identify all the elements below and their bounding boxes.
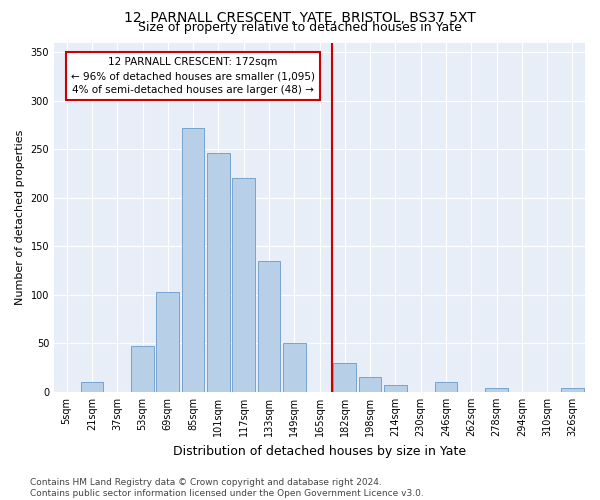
Y-axis label: Number of detached properties: Number of detached properties [15,130,25,305]
Text: 12 PARNALL CRESCENT: 172sqm
← 96% of detached houses are smaller (1,095)
4% of s: 12 PARNALL CRESCENT: 172sqm ← 96% of det… [71,57,315,95]
X-axis label: Distribution of detached houses by size in Yate: Distribution of detached houses by size … [173,444,466,458]
Bar [257,261,280,392]
Bar [384,385,407,392]
Bar [485,388,508,392]
Bar [131,346,154,392]
Bar [157,292,179,392]
Bar [182,128,205,392]
Bar [207,153,230,392]
Bar [434,382,457,392]
Bar [232,178,255,392]
Bar [561,388,584,392]
Bar [80,382,103,392]
Text: Size of property relative to detached houses in Yate: Size of property relative to detached ho… [138,22,462,35]
Bar [359,378,382,392]
Bar [283,344,305,392]
Text: 12, PARNALL CRESCENT, YATE, BRISTOL, BS37 5XT: 12, PARNALL CRESCENT, YATE, BRISTOL, BS3… [124,11,476,25]
Bar [334,363,356,392]
Text: Contains HM Land Registry data © Crown copyright and database right 2024.
Contai: Contains HM Land Registry data © Crown c… [30,478,424,498]
